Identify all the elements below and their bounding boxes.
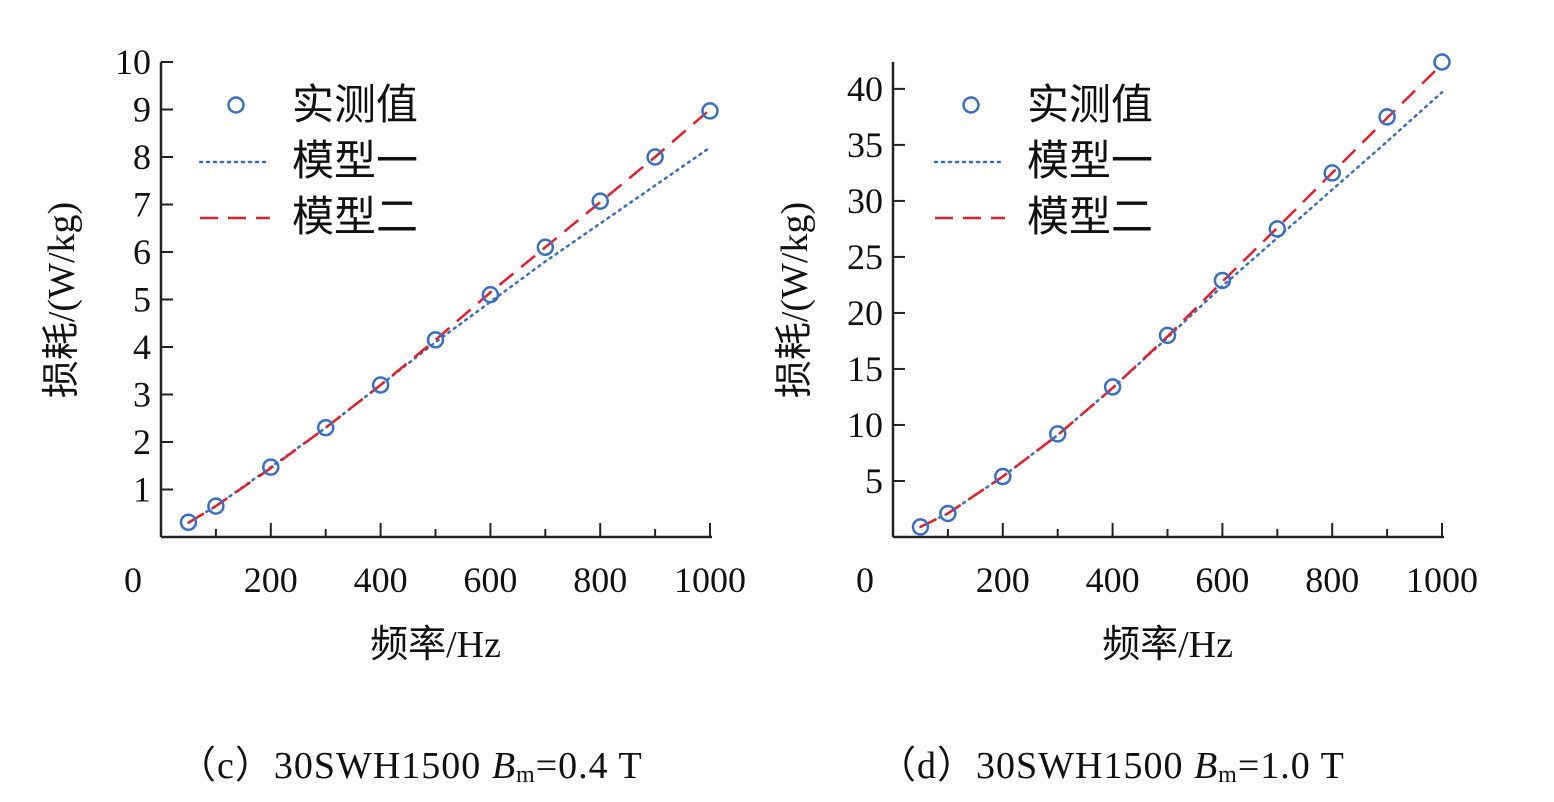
x-tick-label: 1000 (1406, 560, 1478, 600)
measured-point (1378, 108, 1396, 126)
measured-point (939, 504, 957, 523)
x-tick-label: 600 (463, 560, 517, 600)
caption-subscript: m (516, 762, 536, 788)
legend-label: 实测值 (1027, 82, 1153, 129)
caption-suffix: =0.4 T (535, 745, 643, 787)
x-tick-label: 0 (124, 560, 142, 600)
measured-point (316, 419, 335, 437)
y-tick-label: 10 (847, 405, 883, 445)
x-tick-label: 200 (976, 560, 1030, 600)
measured-point (179, 513, 198, 532)
measured-point (1433, 53, 1451, 71)
measured-point (646, 148, 664, 166)
y-tick-label: 25 (847, 237, 883, 277)
caption-d: （d）30SWH1500 Bm=1.0 T (878, 734, 1345, 789)
measured-point (1158, 326, 1177, 345)
measured-point (1103, 378, 1122, 396)
x-tick-label: 400 (354, 560, 408, 600)
x-tick-label: 0 (856, 560, 874, 600)
measured-point (1048, 425, 1067, 443)
series-model1-line (187, 146, 712, 524)
y-tick-label: 7 (133, 185, 151, 225)
legend-marker-measured (962, 96, 980, 114)
measured-point (371, 376, 390, 394)
caption-c: （c）30SWH1500 Bm=0.4 T (178, 734, 643, 789)
y-tick-label: 10 (115, 42, 151, 82)
caption-subscript: m (1218, 762, 1238, 788)
y-tick-label: 5 (865, 461, 883, 501)
x-axis-label: 频率/Hz (1102, 624, 1233, 666)
measured-point (911, 518, 930, 536)
y-tick-label: 40 (847, 69, 883, 109)
y-tick-label: 4 (133, 327, 151, 367)
y-tick-label: 1 (133, 470, 151, 510)
x-tick-label: 400 (1086, 560, 1140, 600)
y-tick-label: 9 (133, 90, 151, 130)
y-tick-label: 35 (847, 125, 883, 165)
legend-label: 模型二 (1027, 195, 1153, 241)
legend-label: 模型二 (292, 195, 418, 241)
y-tick-label: 8 (133, 137, 151, 177)
x-tick-label: 800 (573, 560, 627, 600)
y-axis-label: 损耗/(W/kg) (41, 202, 83, 398)
x-tick-label: 600 (1195, 560, 1249, 600)
series-model1-line (919, 90, 1444, 529)
y-tick-label: 3 (133, 375, 151, 415)
legend-label: 实测值 (292, 82, 418, 129)
x-tick-label: 800 (1305, 560, 1359, 600)
measured-point (701, 102, 719, 120)
measured-point (994, 467, 1012, 486)
chart-c: 0 200 400 600 800 1000 1 2 3 4 5 6 7 8 9 10 频率/Hz 损耗/(W/k… (41, 42, 746, 666)
measured-point (426, 331, 445, 349)
caption-symbol: B (1193, 745, 1219, 787)
measured-point (536, 238, 555, 256)
series-model2-line (187, 108, 711, 524)
measured-point (207, 497, 225, 515)
y-tick-label: 15 (847, 349, 883, 389)
measured-point (1268, 220, 1287, 238)
y-tick-label: 5 (133, 280, 151, 320)
y-tick-label: 6 (133, 232, 151, 272)
legend-label: 模型一 (292, 139, 418, 185)
chart-d: 0 200 400 600 800 1000 5 10 15 20 25 30 35 40 频率/Hz 损耗/… (774, 53, 1478, 666)
y-axis-label: 损耗/(W/kg) (774, 202, 816, 398)
measured-point (591, 192, 609, 210)
measured-point (1213, 271, 1232, 290)
caption-suffix: =1.0 T (1237, 745, 1345, 787)
x-tick-label: 200 (244, 560, 298, 600)
y-tick-label: 30 (847, 181, 883, 221)
measured-point (1323, 164, 1341, 182)
caption-prefix: （d）30SWH1500 (878, 745, 1194, 787)
x-tick-label: 1000 (674, 560, 746, 600)
caption-symbol: B (491, 745, 517, 787)
caption-prefix: （c）30SWH1500 (178, 745, 492, 787)
legend-marker-measured (227, 96, 245, 114)
series-model2-line (919, 63, 1443, 529)
legend-label: 模型一 (1027, 139, 1153, 185)
y-tick-label: 20 (847, 293, 883, 333)
y-tick-label: 2 (133, 422, 151, 462)
measured-point (481, 286, 500, 304)
measured-point (262, 458, 280, 476)
x-axis-label: 频率/Hz (370, 624, 501, 666)
